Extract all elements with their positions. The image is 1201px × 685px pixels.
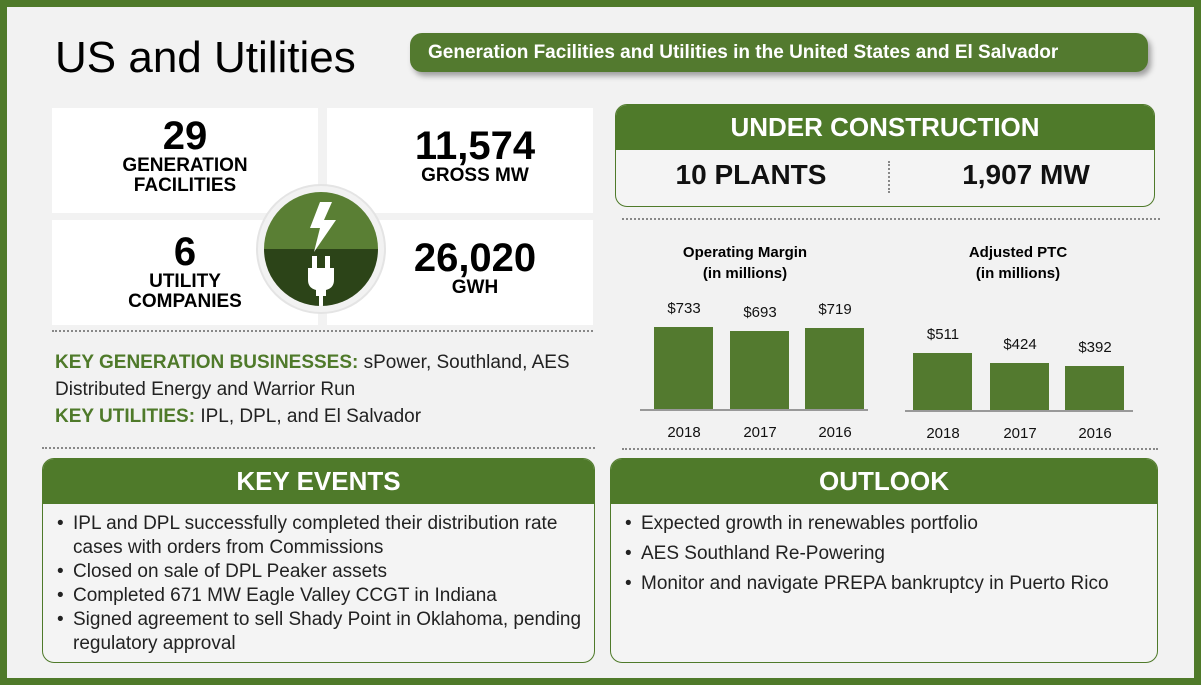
chart-subtitle: (in millions): [702, 265, 788, 282]
stat-label: UTILITY: [149, 271, 221, 292]
page-title: US and Utilities: [55, 33, 356, 82]
list-item: Completed 671 MW Eagle Valley CCGT in In…: [55, 584, 584, 608]
key-events-panel: KEY EVENTS IPL and DPL successfully comp…: [42, 458, 595, 663]
divider: [52, 330, 593, 332]
slide: US and Utilities Generation Facilities a…: [7, 7, 1194, 678]
list-item: Monitor and navigate PREPA bankruptcy in…: [623, 572, 1147, 596]
power-plug-icon: [308, 256, 334, 306]
x-tick-label: 2017: [743, 424, 777, 441]
lightning-bolt-icon: [310, 202, 336, 252]
data-label: $392: [1078, 339, 1112, 357]
stat-gross-mw: 11,574 GROSS MW: [327, 108, 593, 213]
under-construction-panel: UNDER CONSTRUCTION 10 PLANTS 1,907 MW: [615, 104, 1155, 207]
x-tick-label: 2016: [818, 424, 852, 441]
stat-value: 29: [162, 114, 208, 158]
stat-label: GWH: [451, 277, 499, 298]
chart-subtitle: (in millions): [975, 265, 1061, 282]
chart-title: Operating Margin: [682, 244, 808, 261]
x-axis-line: [640, 409, 868, 411]
bar-2016: [1065, 366, 1124, 410]
stat-label: COMPANIES: [128, 291, 242, 312]
divider: [622, 218, 1160, 220]
list-item: Signed agreement to sell Shady Point in …: [55, 608, 584, 656]
x-tick-label: 2018: [926, 425, 960, 442]
plants-count: 10 PLANTS: [675, 159, 827, 190]
chart-title: Adjusted PTC: [968, 244, 1068, 261]
under-construction-title: UNDER CONSTRUCTION: [616, 105, 1154, 150]
construction-mw: 1,907 MW: [962, 159, 1090, 190]
key-utilities-value: IPL, DPL, and El Salvador: [195, 406, 422, 427]
energy-badge: [264, 192, 378, 306]
x-axis-line: [905, 410, 1133, 412]
key-businesses-text: KEY GENERATION BUSINESSES: sPower, South…: [55, 349, 600, 430]
x-tick-label: 2018: [667, 424, 701, 441]
x-tick-label: 2017: [1003, 425, 1037, 442]
list-item: AES Southland Re-Powering: [623, 542, 1147, 566]
bar-2018: [654, 326, 713, 409]
stat-generation-facilities: 29 GENERATION FACILITIES: [52, 108, 318, 213]
separator: [888, 161, 890, 193]
key-events-list: IPL and DPL successfully completed their…: [43, 504, 594, 656]
x-tick-label: 2016: [1078, 425, 1112, 442]
bar-2017: [730, 331, 789, 409]
stat-value: 11,574: [414, 124, 536, 168]
data-label: $424: [1003, 335, 1037, 353]
list-item: Closed on sale of DPL Peaker assets: [55, 560, 584, 584]
divider: [622, 448, 1158, 450]
list-item: IPL and DPL successfully completed their…: [55, 512, 584, 560]
data-label: $693: [743, 304, 777, 322]
bar-2017: [990, 362, 1049, 410]
data-label: $719: [818, 301, 852, 319]
stat-label: FACILITIES: [133, 175, 237, 196]
stat-label: GENERATION: [122, 155, 248, 176]
key-utilities-label: KEY UTILITIES:: [55, 406, 196, 427]
subtitle-banner: Generation Facilities and Utilities in t…: [410, 33, 1148, 72]
key-businesses-value: sPower, Southland, AES Distributed Energ…: [55, 352, 570, 400]
key-businesses-label: KEY GENERATION BUSINESSES:: [55, 352, 359, 373]
list-item: Expected growth in renewables portfolio: [623, 512, 1147, 536]
outlook-title: OUTLOOK: [611, 459, 1157, 504]
divider: [42, 447, 595, 449]
data-label: $511: [926, 325, 960, 343]
key-events-title: KEY EVENTS: [43, 459, 594, 504]
outlook-list: Expected growth in renewables portfolio …: [611, 504, 1157, 596]
stat-value: 26,020: [413, 236, 537, 280]
stat-label: GROSS MW: [421, 165, 529, 186]
outlook-panel: OUTLOOK Expected growth in renewables po…: [610, 458, 1158, 663]
bar-2018: [913, 352, 972, 410]
stat-value: 6: [173, 230, 197, 274]
bar-2016: [805, 328, 864, 409]
data-label: $733: [667, 299, 701, 317]
